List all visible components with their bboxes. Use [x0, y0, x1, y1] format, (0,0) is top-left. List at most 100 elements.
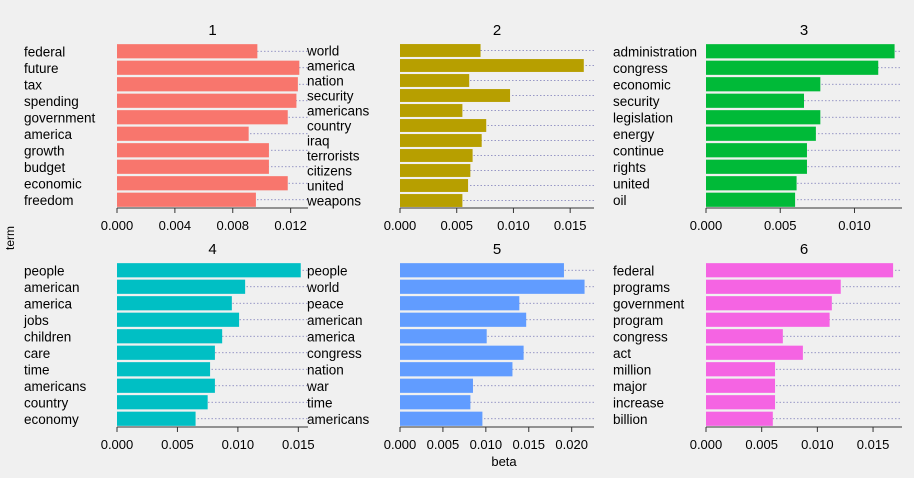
bar: [117, 176, 288, 191]
x-tick-label: 0.000: [101, 218, 134, 233]
bar: [117, 296, 232, 311]
x-tick-label: 0.012: [274, 218, 307, 233]
category-label: program: [613, 313, 663, 328]
bar: [400, 164, 471, 177]
bar: [117, 312, 240, 327]
bar: [117, 77, 298, 92]
x-tick-label: 0.004: [159, 218, 192, 233]
category-label: million: [613, 362, 651, 377]
bar: [706, 329, 783, 344]
facet-title: 2: [493, 22, 501, 39]
bar: [706, 395, 776, 410]
bar: [706, 312, 830, 327]
category-label: economy: [24, 412, 79, 427]
bar: [706, 126, 816, 141]
bar: [117, 345, 215, 360]
category-label: administration: [613, 44, 697, 59]
x-tick-label: 0.010: [222, 437, 255, 452]
x-tick-label: 0.005: [745, 437, 778, 452]
x-tick-label: 0.005: [161, 437, 194, 452]
bar: [400, 329, 487, 344]
category-label: legislation: [613, 110, 673, 125]
category-label: budget: [24, 160, 66, 175]
bar: [400, 395, 471, 410]
category-label: united: [613, 176, 650, 191]
category-label: peace: [307, 296, 344, 311]
bar: [117, 143, 269, 158]
bar: [117, 279, 246, 294]
category-label: americans: [24, 379, 87, 394]
facet-title: 6: [800, 241, 808, 258]
category-label: increase: [613, 395, 664, 410]
bar: [400, 44, 481, 57]
bar: [706, 279, 841, 294]
category-label: federal: [613, 263, 654, 278]
category-label: government: [24, 110, 96, 125]
x-tick-label: 0.005: [440, 218, 473, 233]
x-tick-label: 0.015: [512, 437, 545, 452]
facet-title: 1: [208, 22, 216, 39]
bar: [117, 159, 269, 174]
bar: [400, 362, 513, 377]
x-tick-label: 0.005: [764, 218, 797, 233]
bar: [117, 411, 196, 426]
category-label: war: [306, 379, 329, 394]
category-label: act: [613, 346, 631, 361]
category-label: citizens: [307, 164, 352, 179]
bar: [400, 411, 483, 426]
category-label: economic: [613, 77, 671, 92]
bar: [400, 89, 511, 102]
x-tick-label: 0.010: [838, 218, 871, 233]
category-label: america: [307, 329, 356, 344]
bar: [400, 296, 520, 311]
category-label: jobs: [23, 313, 49, 328]
x-tick-label: 0.000: [384, 437, 417, 452]
category-label: world: [306, 280, 339, 295]
bar: [706, 143, 807, 158]
bar: [400, 263, 564, 278]
bar: [117, 110, 288, 125]
x-tick-label: 0.000: [690, 218, 723, 233]
bar: [400, 378, 473, 393]
bar: [706, 176, 797, 191]
bar: [706, 362, 776, 377]
bar: [400, 194, 463, 207]
category-label: billion: [613, 412, 648, 427]
category-label: congress: [613, 329, 668, 344]
x-tick-label: 0.008: [216, 218, 249, 233]
bar: [117, 263, 301, 278]
category-label: major: [613, 379, 647, 394]
category-label: tax: [24, 77, 42, 92]
category-label: growth: [24, 143, 65, 158]
bar: [706, 159, 807, 174]
facet-panel-2: 2 worldamericanationsecurityamericanscoun…: [306, 22, 594, 233]
category-label: american: [307, 313, 363, 328]
bar: [400, 149, 473, 162]
bar: [400, 345, 524, 360]
bar: [706, 378, 776, 393]
bar: [706, 77, 821, 92]
category-label: terrorists: [307, 149, 360, 164]
x-tick-label: 0.000: [101, 437, 134, 452]
bar: [117, 126, 249, 141]
category-label: time: [307, 395, 333, 410]
category-label: congress: [307, 346, 362, 361]
x-tick-label: 0.015: [554, 218, 587, 233]
category-label: continue: [613, 143, 664, 158]
facet-title: 4: [208, 241, 216, 258]
category-label: people: [24, 263, 65, 278]
category-label: government: [613, 296, 685, 311]
bar: [117, 395, 208, 410]
category-label: energy: [613, 127, 655, 142]
category-label: nation: [307, 74, 344, 89]
bar: [706, 411, 773, 426]
category-label: country: [24, 395, 69, 410]
bar: [117, 378, 215, 393]
bar: [400, 134, 482, 147]
